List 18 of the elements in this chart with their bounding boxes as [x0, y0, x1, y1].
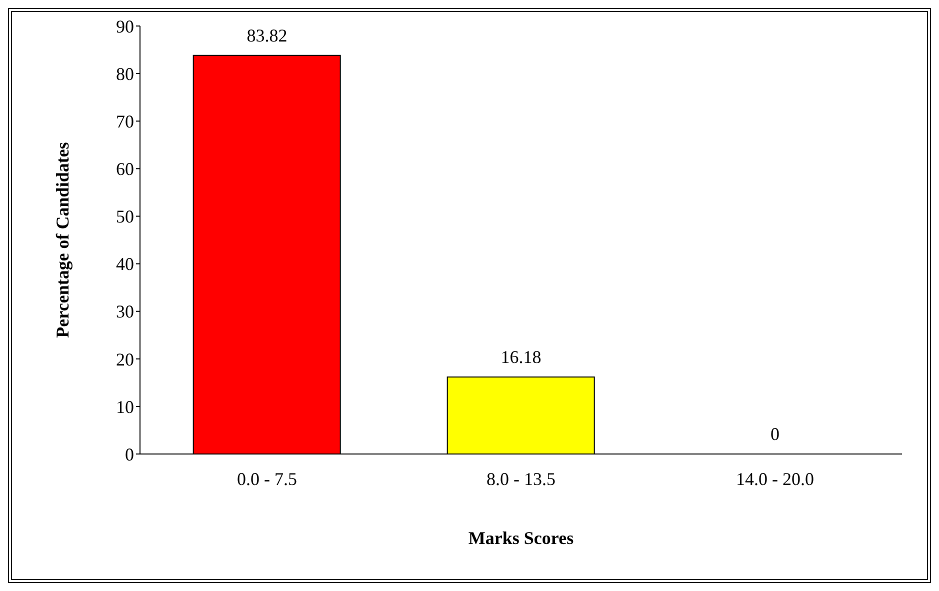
y-tick-label: 90	[116, 16, 134, 36]
y-tick-label: 0	[125, 444, 134, 464]
data-label: 83.82	[246, 25, 288, 46]
x-axis-title: Marks Scores	[468, 528, 574, 548]
y-tick-label: 10	[116, 396, 134, 417]
y-tick-label: 70	[116, 112, 134, 132]
y-axis-title: Percentage of Candidates	[52, 142, 72, 338]
y-tick-label: 60	[116, 159, 134, 180]
data-label: 0	[770, 424, 780, 444]
y-tick-label: 40	[116, 254, 134, 274]
x-tick-label: 14.0 - 20.0	[736, 468, 814, 489]
y-tick-label: 50	[116, 206, 134, 227]
y-tick-label: 30	[116, 302, 134, 322]
data-label: 16.18	[500, 347, 542, 368]
x-tick-label: 8.0 - 13.5	[486, 468, 556, 489]
y-tick-label: 80	[116, 64, 134, 84]
y-tick-label: 20	[116, 349, 134, 370]
x-tick-label: 0.0 - 7.5	[237, 468, 297, 489]
